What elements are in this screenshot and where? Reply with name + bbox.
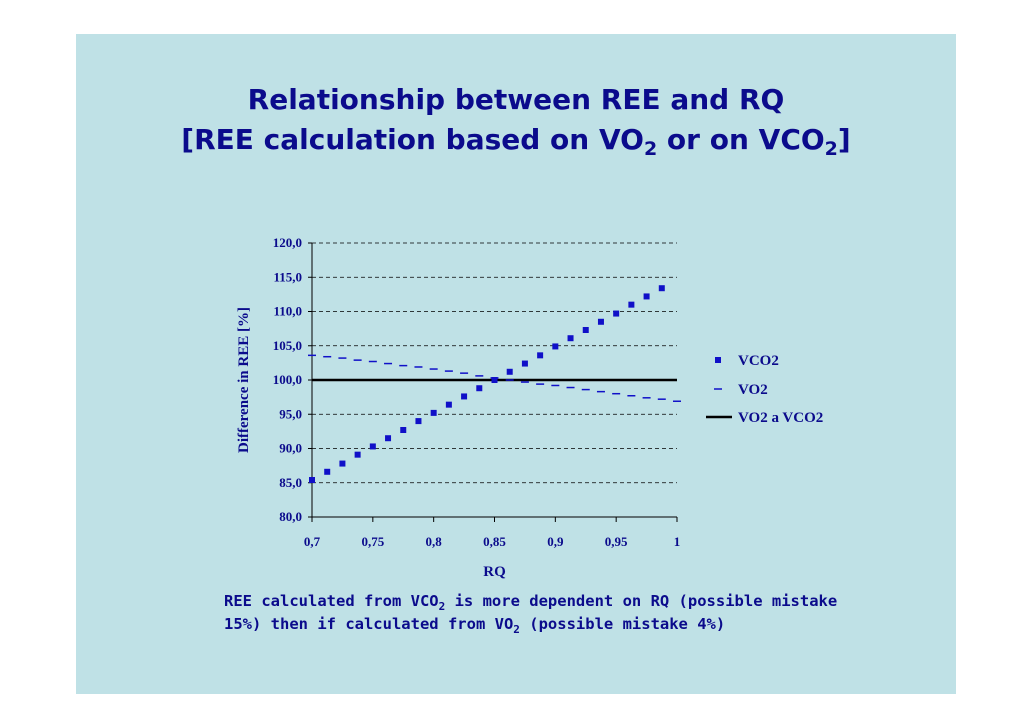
note-part-b: is more dependent on RQ (possible mistak… (224, 592, 838, 633)
title-line-2-part-b: or on VCO (657, 123, 825, 156)
vco2-point (506, 368, 513, 375)
vco2-point (491, 377, 498, 383)
x-tick-label: 0,75 (361, 534, 384, 549)
x-axis-title: RQ (483, 564, 506, 580)
vco2-point (628, 301, 635, 308)
y-tick-label: 105,0 (273, 338, 302, 353)
y-axis-title: Difference in REE [%] (236, 307, 252, 453)
x-tick-label: 1 (674, 534, 681, 549)
legend-vo2-a-vco2-label: VO2 a VCO2 (738, 410, 823, 426)
x-tick-label: 0,8 (426, 534, 443, 549)
title-subscript-2: 2 (824, 138, 838, 160)
vco2-point (567, 335, 574, 342)
slide-title: Relationship between REE and RQ [REE cal… (76, 80, 956, 160)
vco2-point (430, 409, 437, 416)
y-tick-label: 115,0 (273, 269, 302, 284)
chart: 120,0 115,0 110,0 105,0 100,0 95,0 90,0 85,0 80,… (236, 235, 823, 580)
note-part-a: REE calculated from VCO (224, 592, 439, 610)
title-line-2: [REE calculation based on VO2 or on VCO2… (76, 120, 956, 160)
series (308, 285, 681, 484)
vco2-point (415, 418, 422, 425)
vco2-point (537, 352, 544, 359)
title-line-2-part-a: [REE calculation based on VO (181, 123, 644, 156)
legend-vo2-label: VO2 (738, 382, 768, 398)
y-tick-label: 85,0 (279, 475, 302, 490)
vco2-point (658, 285, 665, 292)
vco2-point (309, 477, 315, 484)
vco2-point (521, 360, 528, 367)
vco2-point (461, 393, 468, 400)
vco2-point (385, 435, 392, 442)
vco2-point (339, 460, 346, 467)
vco2-point (369, 443, 376, 450)
title-subscript-1: 2 (643, 138, 658, 160)
y-tick-label: 95,0 (279, 406, 302, 421)
legend-vco2-marker (715, 357, 721, 363)
x-tick-label: 0,85 (483, 534, 506, 549)
vco2-point (552, 343, 559, 350)
x-tick-label: 0,7 (304, 534, 321, 549)
y-tick-label: 100,0 (273, 372, 302, 387)
x-tick-label: 0,9 (547, 534, 564, 549)
vco2-point (324, 468, 331, 475)
x-tick-label: 0,95 (605, 534, 628, 549)
note-subscript-2: 2 (513, 623, 520, 636)
y-tick-label: 110,0 (273, 304, 302, 319)
legend-vco2-label: VCO2 (738, 353, 779, 369)
vco2-point (597, 318, 604, 325)
vco2-point (643, 293, 650, 300)
vco2-point (613, 310, 620, 317)
title-line-2-part-c: ] (837, 123, 851, 156)
vco2-point (445, 401, 452, 408)
title-line-1: Relationship between REE and RQ (247, 83, 785, 116)
legend: VCO2 VO2 VO2 a VCO2 (706, 353, 823, 426)
slide-background: Relationship between REE and RQ [REE cal… (76, 34, 956, 694)
conclusion-note: REE calculated from VCO2 is more depende… (224, 590, 844, 636)
vco2-point (354, 451, 361, 458)
note-subscript-1: 2 (438, 600, 446, 613)
y-tick-label: 80,0 (279, 509, 302, 524)
y-tick-label: 90,0 (279, 441, 302, 456)
vco2-point (400, 427, 407, 434)
gridlines (312, 242, 677, 484)
note-part-c: (possible mistake 4%) (519, 615, 726, 633)
axes: 120,0 115,0 110,0 105,0 100,0 95,0 90,0 85,0 80,… (236, 235, 680, 580)
vco2-point (582, 326, 589, 333)
y-tick-label: 120,0 (273, 235, 302, 250)
vco2-point (476, 385, 483, 392)
